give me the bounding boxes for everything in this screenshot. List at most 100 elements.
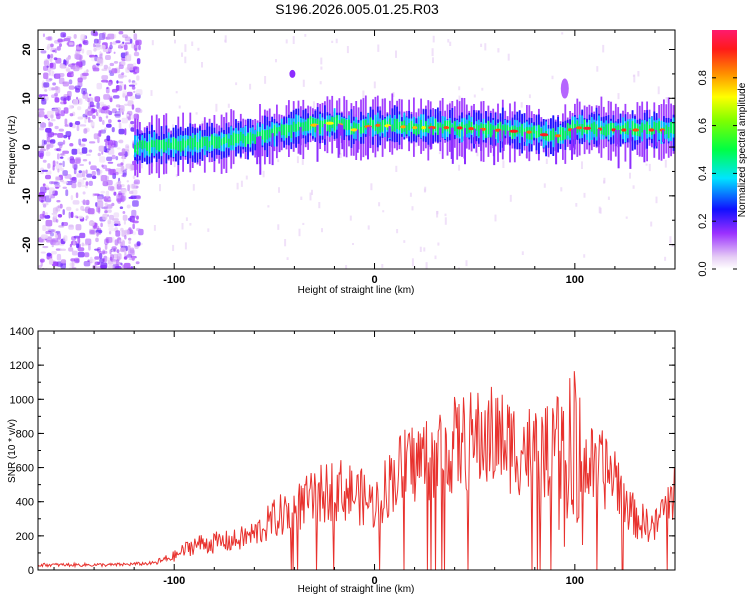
heatmap-cell [242,134,245,144]
heatmap-cell [140,164,143,169]
heatmap-cell [552,128,555,141]
heatmap-cell [444,213,447,217]
heatmap-cell [117,181,121,186]
heatmap-cell [485,124,487,138]
heatmap-cell [267,205,270,208]
heatmap-cell [138,228,144,236]
heatmap-cell [126,180,129,183]
heatmap-cell [46,252,52,257]
heatmap-cell [108,119,112,124]
heatmap-cell [102,164,108,169]
heatmap-cell [117,223,121,227]
heatmap-cell [55,163,62,170]
heatmap-cell [411,206,414,211]
heatmap-cell [60,32,67,38]
heatmap-cell [93,193,100,196]
heatmap-cell [104,238,109,245]
heatmap-cell [96,63,100,66]
heatmap-cell [115,230,121,237]
heatmap-cell [631,121,634,135]
heatmap-cell [84,116,87,124]
heatmap-cell [136,241,141,246]
heatmap-cell [77,116,84,120]
heatmap-cell [58,128,64,132]
heatmap-cell [77,237,81,244]
heatmap-cell [87,208,95,215]
heatmap-cell [97,196,103,202]
heatmap-cell [439,127,442,141]
heatmap-cell [86,173,93,178]
heatmap-cell [70,258,76,262]
heatmap-cell [50,47,56,53]
heatmap-cell [68,71,74,74]
heatmap-cell [69,262,76,267]
heatmap-cell [57,153,60,160]
heatmap-cell [132,223,135,230]
heatmap-cell [276,127,278,134]
heatmap-cell [655,122,658,132]
heatmap-cell [555,137,558,165]
heatmap-cell [112,41,117,45]
heatmap-cell [99,53,103,59]
heatmap-cell [52,207,58,214]
heatmap-cell [103,255,108,263]
heatmap-cell [47,163,51,169]
heatmap-cell [96,111,99,117]
heatmap-cell [122,156,125,164]
heatmap-cell [90,165,97,170]
heatmap-cell [187,139,189,146]
heatmap-cell [369,126,372,149]
heatmap-cell [51,94,58,98]
snr-series-line [38,371,675,570]
heatmap-cell [224,35,227,43]
heatmap-cell [109,249,112,255]
heatmap-cell [464,128,466,165]
heatmap-cell [667,127,670,139]
heatmap-cell [302,79,305,87]
heatmap-cell [99,156,106,163]
heatmap-cell [299,126,302,155]
heatmap-cell [645,163,648,166]
heatmap-cell [244,136,247,147]
heatmap-cell [502,130,505,151]
heatmap-cell [94,261,98,269]
heatmap-cell [77,77,83,83]
heatmap-cell [109,62,115,67]
heatmap-cell [61,222,64,227]
heatmap-cell [127,100,134,107]
heatmap-cell [158,139,160,152]
heatmap-cell [264,130,266,143]
heatmap-cell [89,230,95,234]
heatmap-cell [122,41,125,44]
heatmap-cell [90,121,95,128]
heatmap-cell [533,125,535,134]
y-tick-label: 0 [28,565,34,577]
y-tick-label: 600 [16,463,34,475]
heatmap-cell [175,91,178,94]
heatmap-cell [438,152,441,155]
heatmap-cell [595,124,598,137]
heatmap-cell [130,121,135,125]
heatmap-cell [526,130,532,134]
heatmap-cell [115,156,119,161]
heatmap-cell [55,219,59,223]
heatmap-cell [97,169,103,174]
heatmap-cell [88,149,93,153]
heatmap-cell [40,194,45,200]
heatmap-cell [56,200,61,203]
heatmap-cell [79,232,86,239]
heatmap-cell [384,119,386,127]
heatmap-cell [42,246,49,249]
heatmap-cell [62,170,68,176]
heatmap-cell [596,66,599,72]
heatmap-cell [657,86,660,95]
heatmap-cell [69,143,74,147]
heatmap-cell [571,120,574,134]
spectrogram-frame [37,29,676,270]
heatmap-cell [51,244,54,248]
heatmap-cell [78,43,82,48]
heatmap-cell [473,128,476,144]
heatmap-cell [94,256,100,260]
heatmap-cell [632,185,635,189]
